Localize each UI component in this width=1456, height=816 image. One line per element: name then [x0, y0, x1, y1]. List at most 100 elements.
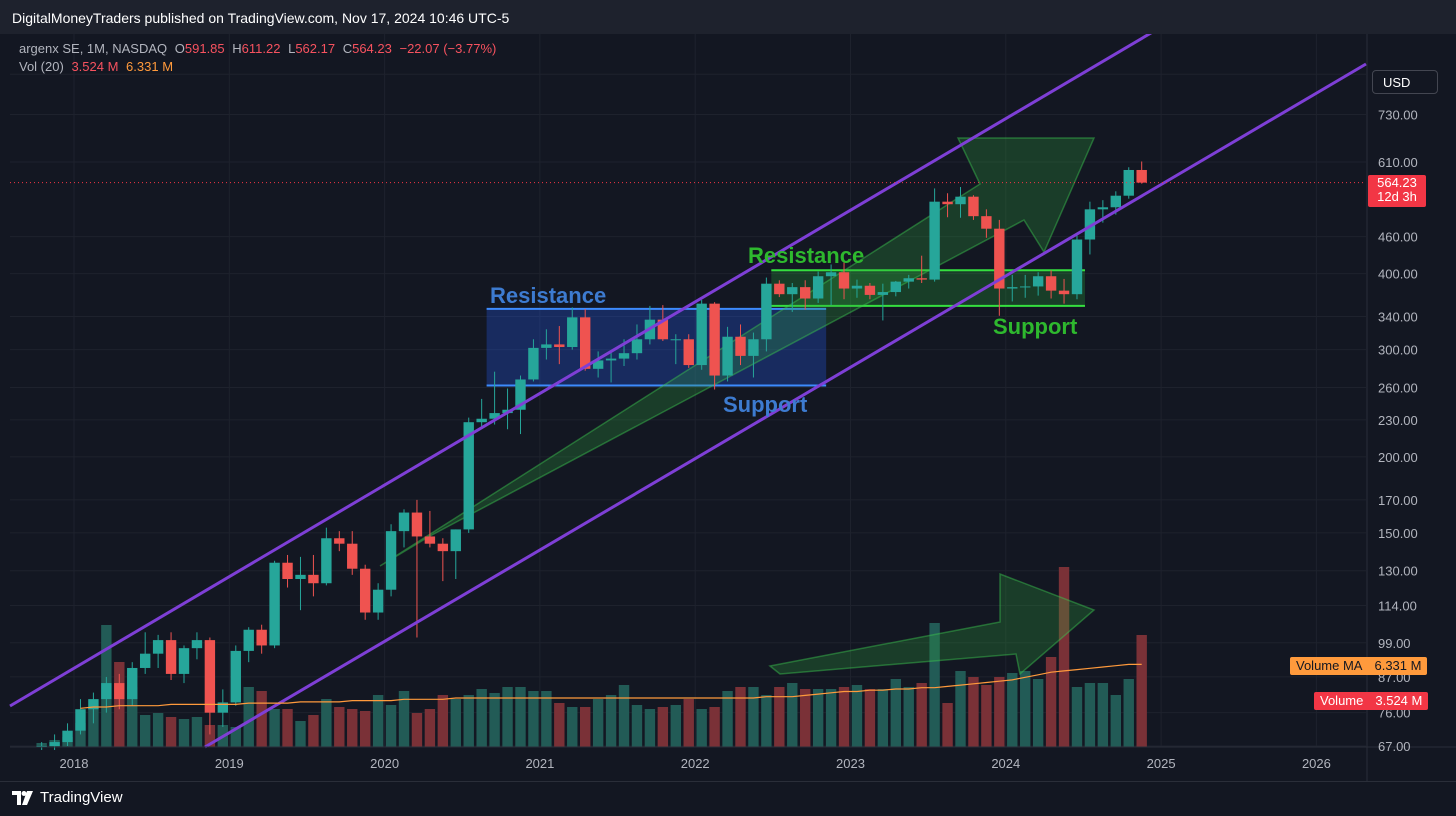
volume-ma-polyline: [80, 663, 1142, 709]
volume-bar: [450, 699, 461, 747]
volume-bar: [489, 693, 500, 747]
candle-body: [334, 538, 345, 544]
candle-body: [735, 336, 746, 356]
candle-body: [385, 531, 397, 590]
candle-body: [825, 272, 837, 277]
time-tick-label: 2022: [681, 756, 710, 771]
volume-bar: [269, 709, 280, 747]
volume-bar: [929, 623, 940, 747]
candle-body: [230, 650, 241, 703]
time-tick-label: 2025: [1147, 756, 1176, 771]
candle-body: [683, 339, 694, 366]
candle-body: [101, 683, 112, 700]
candle-body: [1136, 169, 1147, 183]
volume-bar: [256, 691, 267, 747]
volume-bar: [1136, 635, 1147, 747]
volume-ma-line: [80, 663, 1142, 709]
candle-body: [696, 303, 707, 366]
legend-low-key: L: [288, 41, 296, 56]
price-tick-label: 114.00: [1378, 598, 1417, 613]
candle-body: [204, 640, 216, 713]
price-tick-label: 67.00: [1378, 739, 1411, 754]
candle-body: [1020, 286, 1031, 288]
volume-bar: [230, 727, 241, 747]
candle-body: [955, 196, 966, 205]
candle-body: [800, 287, 811, 299]
volume-bar: [243, 687, 254, 747]
ohlc-legend: argenx SE, 1M, NASDAQ O591.85 H611.22 L5…: [19, 41, 496, 56]
price-tick-label: 610.00: [1378, 155, 1418, 170]
volume-bar: [1097, 683, 1109, 747]
candles: [36, 161, 1147, 750]
annotation-support-blue: Support: [723, 392, 808, 417]
volume-bar: [1110, 695, 1122, 747]
legend-close: 564.23: [352, 41, 392, 56]
countdown-value: 12d 3h: [1377, 189, 1417, 204]
volume-value: 3.524 M: [1375, 693, 1423, 708]
volume-bar: [515, 687, 526, 747]
volume-bar: [851, 685, 863, 747]
volume-bar: [282, 709, 293, 747]
tradingview-logo[interactable]: TradingView: [12, 789, 123, 806]
volume-bar: [618, 685, 630, 747]
candle-body: [1058, 290, 1070, 295]
candle-body: [191, 640, 203, 649]
legend-change: −22.07 (−3.77%): [399, 41, 497, 56]
candle-body: [890, 281, 901, 293]
candle-body: [75, 709, 86, 731]
volume-bar: [657, 707, 669, 747]
volume-bar: [476, 689, 487, 747]
volume-bar: [787, 683, 798, 747]
candle-body: [528, 347, 539, 380]
candle-body: [489, 413, 500, 419]
candle-body: [256, 629, 267, 646]
candle-body: [398, 512, 410, 532]
price-tick-label: 170.00: [1378, 493, 1418, 508]
candle-body: [709, 303, 720, 376]
volume-bar: [800, 689, 811, 747]
legend-close-key: C: [342, 41, 353, 56]
volume-bar: [191, 717, 203, 747]
candle-body: [1084, 209, 1096, 240]
chart-area[interactable]: Resistance Support Resistance Support 85…: [0, 34, 1456, 781]
last-price-tag: 564.23 12d 3h: [1368, 175, 1426, 207]
volume-bar: [502, 687, 513, 747]
volume-bar: [1032, 679, 1044, 747]
candle-body: [515, 379, 526, 410]
annotations: Resistance Support Resistance Support: [490, 243, 1078, 417]
legend-open: 591.85: [184, 41, 225, 56]
candle-body: [152, 640, 164, 654]
candle-body: [165, 640, 177, 674]
candle-body: [864, 285, 876, 295]
candle-body: [217, 702, 229, 713]
chart-svg[interactable]: Resistance Support Resistance Support 85…: [0, 34, 1456, 781]
candle-body: [722, 336, 733, 376]
volume-bar: [1071, 687, 1083, 747]
candle-body: [903, 278, 914, 282]
candle-body: [1007, 287, 1018, 289]
candle-body: [579, 317, 591, 369]
legend-vol-ma-value: 6.331 M: [126, 59, 174, 74]
volume-bar: [359, 711, 371, 747]
volume-bar: [890, 679, 901, 747]
currency-button[interactable]: USD: [1372, 70, 1438, 94]
last-price-value: 564.23: [1377, 175, 1417, 190]
candle-body: [981, 216, 992, 229]
publisher-line: DigitalMoneyTraders published on Trading…: [12, 10, 510, 26]
candle-body: [359, 568, 371, 613]
volume-bar: [916, 683, 927, 747]
volume-bar: [735, 687, 746, 747]
candle-body: [1071, 239, 1083, 295]
time-tick-label: 2018: [60, 756, 89, 771]
annotation-support-green: Support: [993, 314, 1078, 339]
volume-tag: Volume 3.524 M: [1314, 692, 1429, 710]
candle-body: [1032, 276, 1044, 287]
candle-body: [541, 344, 552, 348]
volume-bar: [761, 695, 772, 747]
volume-bar: [748, 687, 759, 747]
annotation-resistance-green: Resistance: [748, 243, 864, 268]
volume-bar: [567, 707, 578, 747]
volume-bar: [1020, 671, 1031, 747]
volume-bar: [722, 691, 733, 747]
volume-bar: [631, 705, 643, 747]
